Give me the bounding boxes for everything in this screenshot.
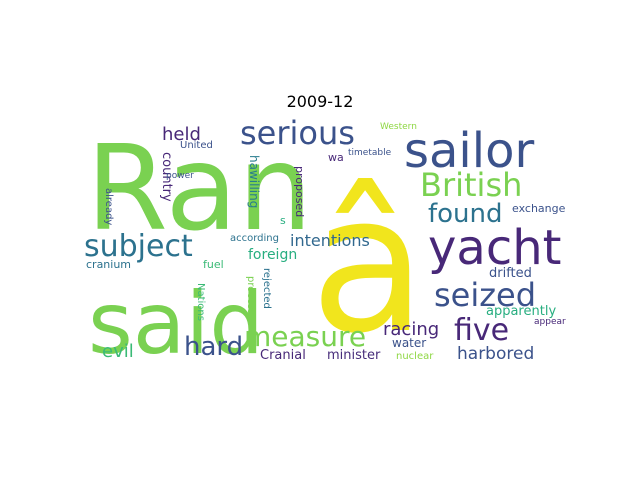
word-nations: Nations — [195, 283, 206, 321]
word-exchange: exchange — [512, 202, 566, 215]
word-measure: measure — [244, 320, 366, 353]
word-subject: subject — [84, 229, 193, 264]
word-appear: appear — [534, 317, 566, 327]
word-cranium: cranium — [86, 258, 131, 271]
word-country: country — [159, 152, 174, 202]
word-water: water — [392, 336, 426, 350]
word-wa: wa — [328, 151, 344, 164]
word-evil: evil — [102, 341, 134, 362]
word-fuel: fuel — [203, 258, 224, 271]
word-said: said — [88, 274, 264, 374]
word-minister: minister — [327, 348, 381, 363]
word-proposed: proposed — [293, 166, 306, 217]
word-hawilling: hawilling — [247, 155, 261, 208]
word-power: power — [166, 171, 194, 181]
word-ran: Ran — [86, 119, 313, 257]
word-s: s — [280, 214, 286, 227]
word-intentions: intentions — [290, 231, 370, 250]
word-nuclear: nuclear — [396, 351, 434, 362]
word-united: United — [180, 140, 213, 151]
word-drifted: drifted — [489, 266, 532, 281]
word-yacht: yacht — [428, 220, 561, 276]
word-: â — [310, 154, 426, 375]
word-process: process — [245, 276, 256, 314]
word-hard: hard — [184, 332, 243, 362]
word-cranial: Cranial — [260, 348, 306, 363]
word-foreign: foreign — [248, 247, 297, 263]
word-found: found — [428, 199, 503, 229]
word-already: already — [103, 188, 114, 225]
word-western: Western — [380, 122, 417, 132]
word-british: British — [420, 166, 522, 204]
word-held: held — [162, 124, 201, 145]
word-five: five — [454, 313, 509, 348]
word-apparently: apparently — [486, 304, 556, 319]
word-seized: seized — [434, 276, 536, 314]
chart-title: 2009-12 — [286, 92, 354, 111]
word-serious: serious — [240, 114, 355, 152]
word-timetable: timetable — [348, 148, 392, 158]
word-rejected: rejected — [261, 268, 272, 309]
word-sailor: sailor — [404, 123, 534, 179]
word-harbored: harbored — [457, 344, 534, 364]
word-racing: racing — [383, 319, 439, 340]
word-according: according — [230, 233, 279, 244]
